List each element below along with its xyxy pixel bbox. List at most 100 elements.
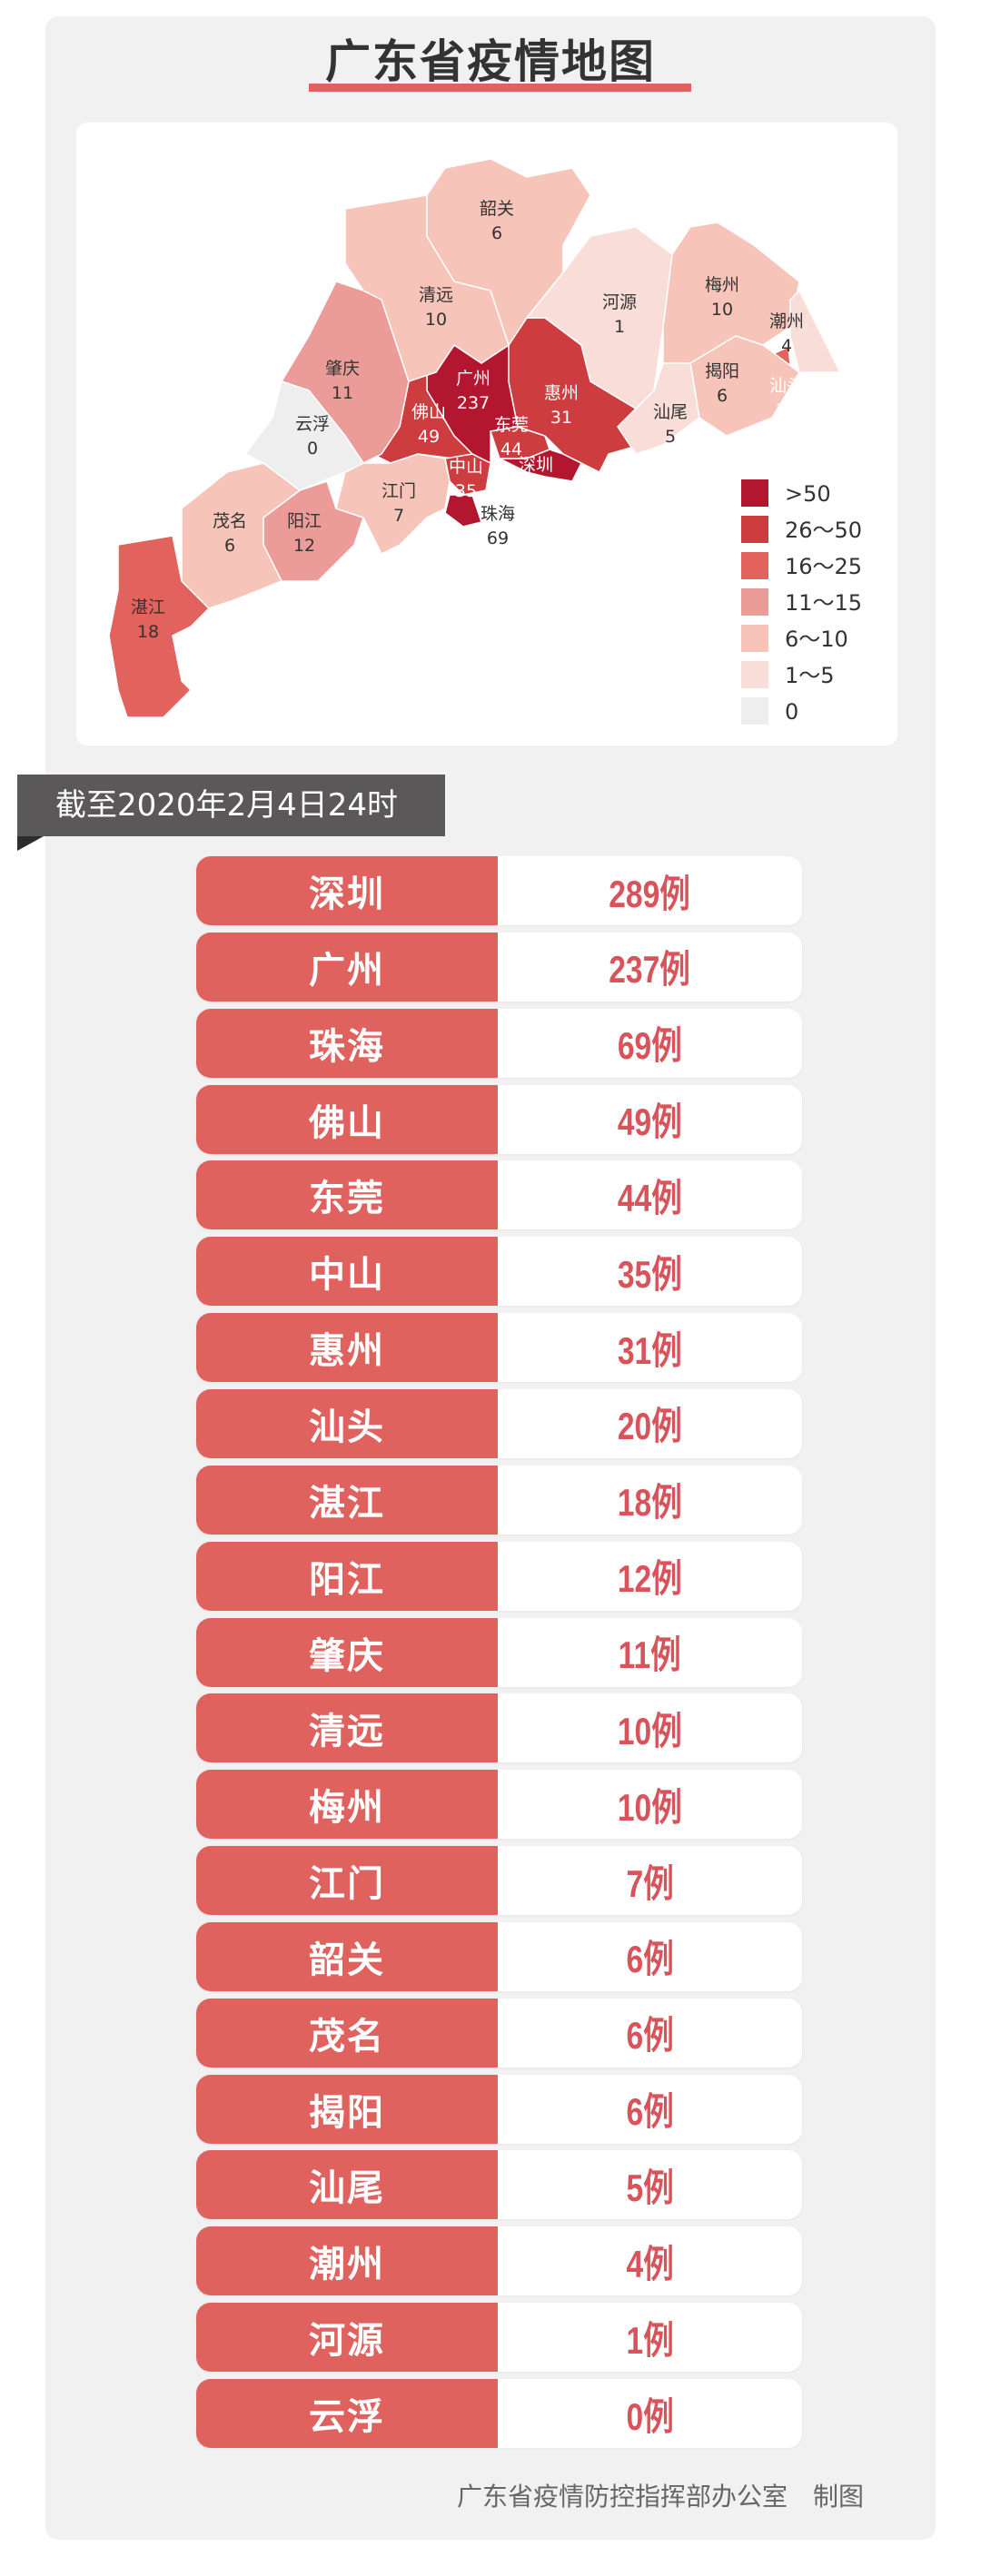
footer-credit: 广东省疫情防控指挥部办公室 制图 [457,2482,865,2512]
table-row: 江门 7例 [196,1846,802,1916]
map-region-name: 梅州 [705,275,739,295]
legend-swatch [741,697,768,725]
case-count: 289例 [498,856,802,925]
city-name: 汕头 [196,1388,498,1458]
table-row: 汕尾 5例 [196,2150,802,2220]
title-underline [309,84,691,92]
legend-label: 16～25 [785,554,862,579]
city-name: 湛江 [196,1465,498,1535]
table-row: 清远 10例 [196,1693,802,1763]
map-region-name: 江门 [382,481,416,501]
case-count: 35例 [498,1237,802,1307]
legend-label: 11～15 [785,590,862,616]
case-count: 1例 [498,2303,802,2373]
legend-label: 0 [785,699,798,725]
map-region-count: 6 [491,223,502,243]
map-region [243,380,365,491]
case-count: 7例 [498,1846,802,1916]
city-name: 梅州 [196,1770,498,1840]
map-region-count: 49 [418,427,440,447]
case-count: 6例 [498,1998,802,2068]
case-count-text: 12例 [618,1557,682,1601]
map-region-name: 肇庆 [325,359,360,379]
table-row: 湛江 18例 [196,1465,802,1535]
map-region-count: 44 [500,439,522,459]
map-region-name: 汕尾 [653,402,688,422]
map-region-name: 阳江 [287,511,322,531]
map-region-count: 289 [520,479,552,499]
city-name: 中山 [196,1237,498,1307]
city-name: 广州 [196,932,498,1002]
case-count-text: 0例 [626,2394,674,2438]
map-region-count: 11 [332,383,353,403]
map-region-count: 12 [293,536,315,556]
city-name: 清远 [196,1693,498,1763]
case-count-text: 18例 [618,1481,682,1525]
map-region-name: 揭阳 [705,361,739,381]
city-name: 东莞 [196,1160,498,1230]
map-region-count: 10 [425,310,447,330]
table-row: 肇庆 11例 [196,1617,802,1687]
city-name: 茂名 [196,1998,498,2068]
legend-swatch [741,552,768,579]
map-region-name: 清远 [419,285,453,305]
map-region-name: 云浮 [295,414,330,434]
case-count: 44例 [498,1160,802,1230]
table-row: 茂名 6例 [196,1998,802,2068]
case-count-text: 6例 [626,2090,674,2134]
map-region [525,226,673,410]
case-count: 12例 [498,1541,802,1611]
case-count-text: 1例 [626,2318,674,2362]
table-row: 惠州 31例 [196,1313,802,1383]
case-count: 10例 [498,1770,802,1840]
legend-swatch [741,625,768,652]
case-count: 11例 [498,1617,802,1687]
city-name: 云浮 [196,2379,498,2448]
case-count: 69例 [498,1008,802,1078]
city-name: 佛山 [196,1084,498,1154]
map-region-count: 5 [665,427,676,447]
map-region-count: 7 [393,506,404,526]
map-region-count: 1 [614,317,625,337]
legend-label: 26～50 [785,518,862,543]
map-region-name: 惠州 [544,383,579,403]
city-name: 河源 [196,2303,498,2373]
table-row: 佛山 49例 [196,1084,802,1154]
case-count: 49例 [498,1084,802,1154]
case-count-text: 31例 [618,1328,682,1372]
map-region-count: 4 [781,336,792,356]
city-name: 肇庆 [196,1617,498,1687]
table-row: 广州 237例 [196,932,802,1002]
map-region-count: 18 [137,622,159,642]
map-region-count: 20 [776,400,798,420]
guangdong-map: 深圳 289 广州 237 珠海 69 佛山 49 东莞 44 中山 35 惠州 31 汕头 20 湛江 18 阳江… [108,158,862,725]
table-row: 揭阳 6例 [196,2074,802,2144]
map-region-name: 东莞 [494,415,529,435]
legend-label: 1～5 [785,663,835,688]
map-region [426,158,591,347]
case-count: 31例 [498,1313,802,1383]
city-name: 江门 [196,1846,498,1916]
city-name: 潮州 [196,2226,498,2296]
map-region-name: 佛山 [411,402,446,422]
map-region [689,335,800,437]
map-region [617,362,700,455]
table-row: 韶关 6例 [196,1921,802,1991]
legend-swatch [741,516,768,543]
table-row: 梅州 10例 [196,1770,802,1840]
case-count-text: 35例 [618,1252,682,1296]
map-region [444,494,482,528]
map-region-name: 河源 [602,292,637,312]
map-region [662,222,800,364]
map-region-name: 韶关 [480,199,514,219]
map-region-count: 0 [307,439,318,459]
case-count-text: 10例 [618,1785,682,1829]
city-name: 揭阳 [196,2074,498,2144]
case-count-text: 289例 [609,872,691,915]
table-row: 云浮 0例 [196,2379,802,2448]
city-name: 深圳 [196,856,498,925]
case-count: 5例 [498,2150,802,2220]
map-region-count: 6 [224,536,235,556]
case-count: 10例 [498,1693,802,1763]
map-region-name: 珠海 [481,504,515,524]
